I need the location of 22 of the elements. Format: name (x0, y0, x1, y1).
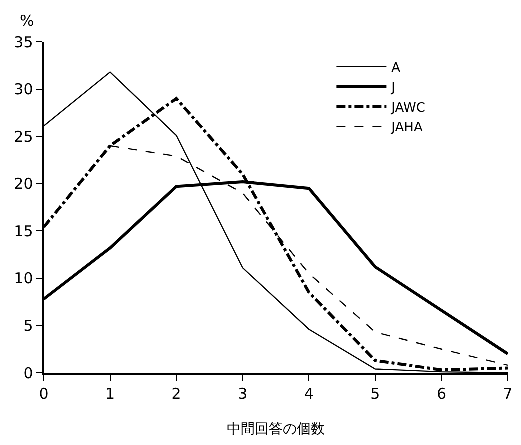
legend-label: JAWC (390, 100, 426, 116)
y-tick-label: 30 (14, 80, 34, 99)
x-tick-label: 1 (106, 384, 116, 403)
x-tick-label: 6 (436, 384, 446, 403)
legend-label: JAHA (390, 120, 423, 136)
x-tick-label: 2 (172, 384, 182, 403)
y-tick-label: 20 (14, 175, 34, 194)
x-tick-label: 7 (503, 384, 513, 403)
x-axis-title: 中間回答の個数 (227, 422, 325, 438)
y-tick-label: 15 (14, 222, 34, 240)
x-tick-label: 5 (370, 384, 380, 403)
x-tick-label: 4 (304, 384, 314, 403)
x-tick-label: 3 (238, 384, 248, 403)
y-tick-label: 10 (14, 270, 34, 288)
y-axis-title: % (20, 12, 34, 30)
legend-label: J (390, 80, 396, 96)
y-tick-label: 25 (14, 128, 34, 146)
y-tick-label: 5 (24, 316, 34, 335)
x-tick-label: 0 (39, 384, 49, 403)
legend-label: A (392, 60, 401, 76)
y-tick-label: 35 (14, 33, 34, 52)
y-tick-label: 0 (24, 364, 34, 382)
